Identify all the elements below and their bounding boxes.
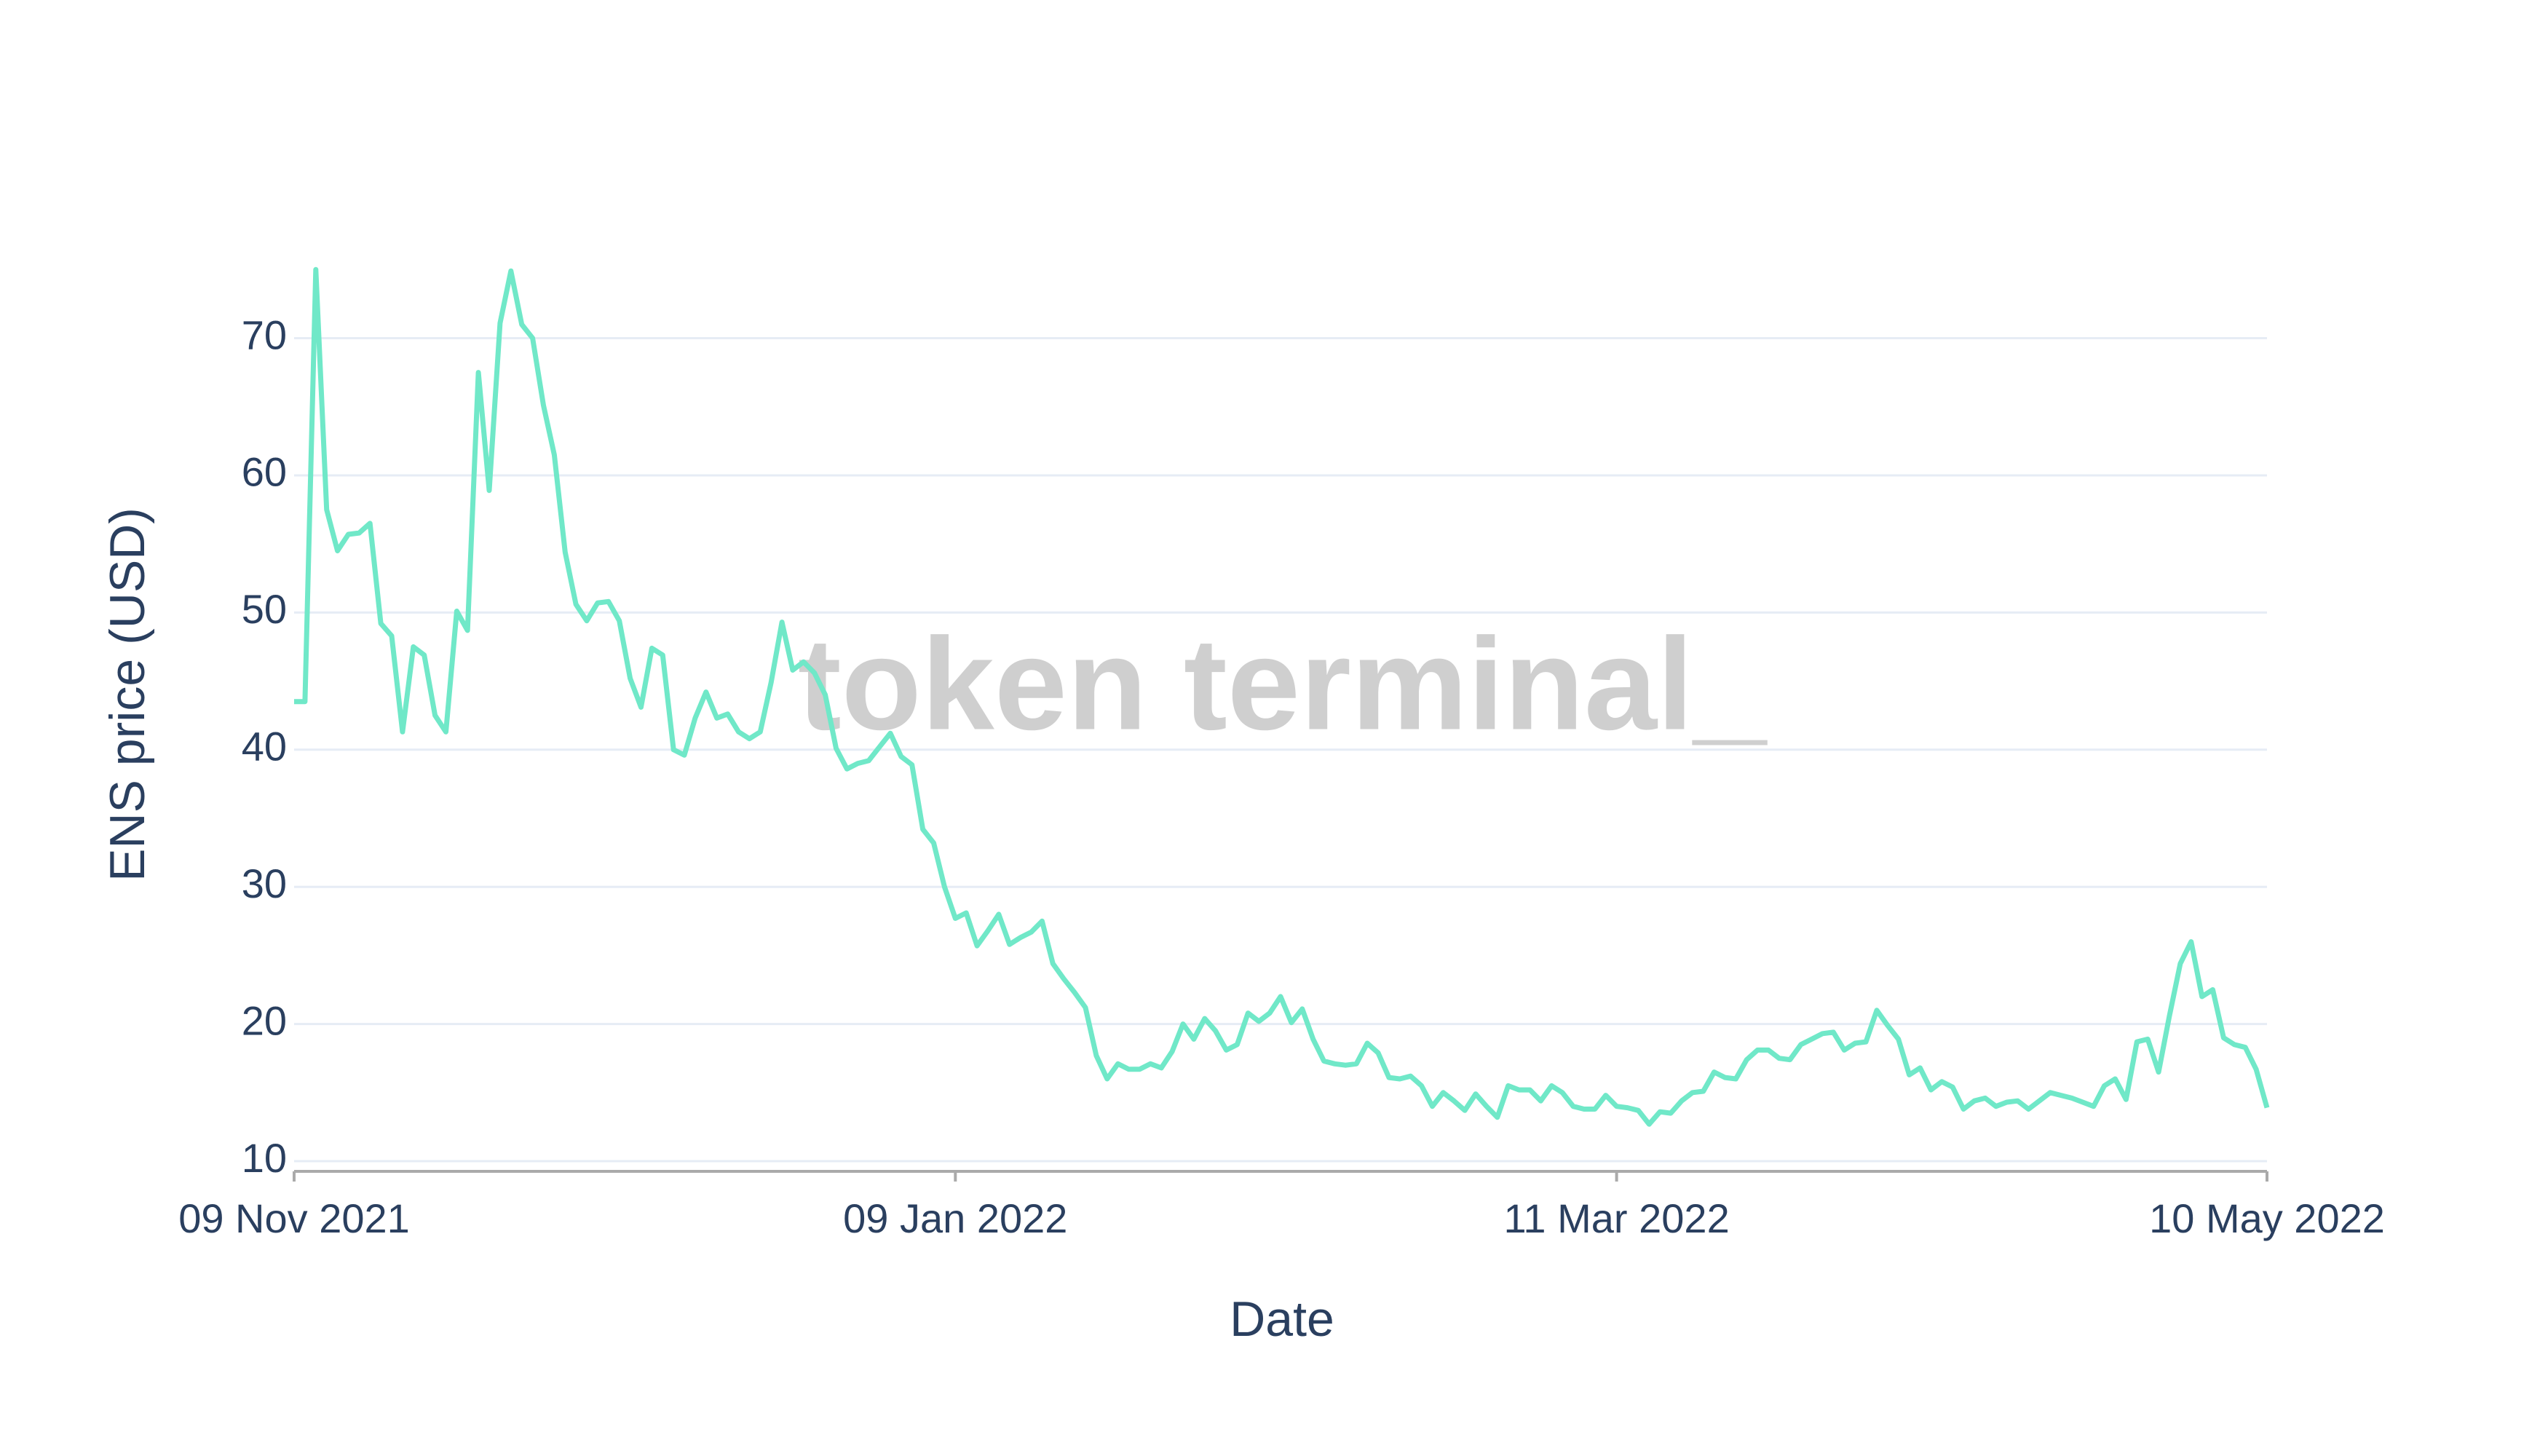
x-tick-label: 11 Mar 2022 xyxy=(1503,1195,1729,1241)
x-tick-label: 09 Nov 2021 xyxy=(178,1195,410,1241)
watermark: token terminal_ xyxy=(798,612,1768,758)
y-axis-title: ENS price (USD) xyxy=(100,507,155,882)
x-axis-title: Date xyxy=(1230,1291,1334,1347)
y-tick-label: 40 xyxy=(242,724,287,769)
y-tick-label: 30 xyxy=(242,860,287,906)
price-line xyxy=(294,266,2270,1127)
y-tick-label: 10 xyxy=(242,1135,287,1181)
y-tick-label: 50 xyxy=(242,586,287,632)
x-tick-label: 09 Jan 2022 xyxy=(843,1195,1067,1241)
y-tick-label: 20 xyxy=(242,997,287,1043)
y-tick-label: 70 xyxy=(242,312,287,357)
y-tick-label: 60 xyxy=(242,449,287,495)
x-tick-label: 10 May 2022 xyxy=(2149,1195,2385,1241)
